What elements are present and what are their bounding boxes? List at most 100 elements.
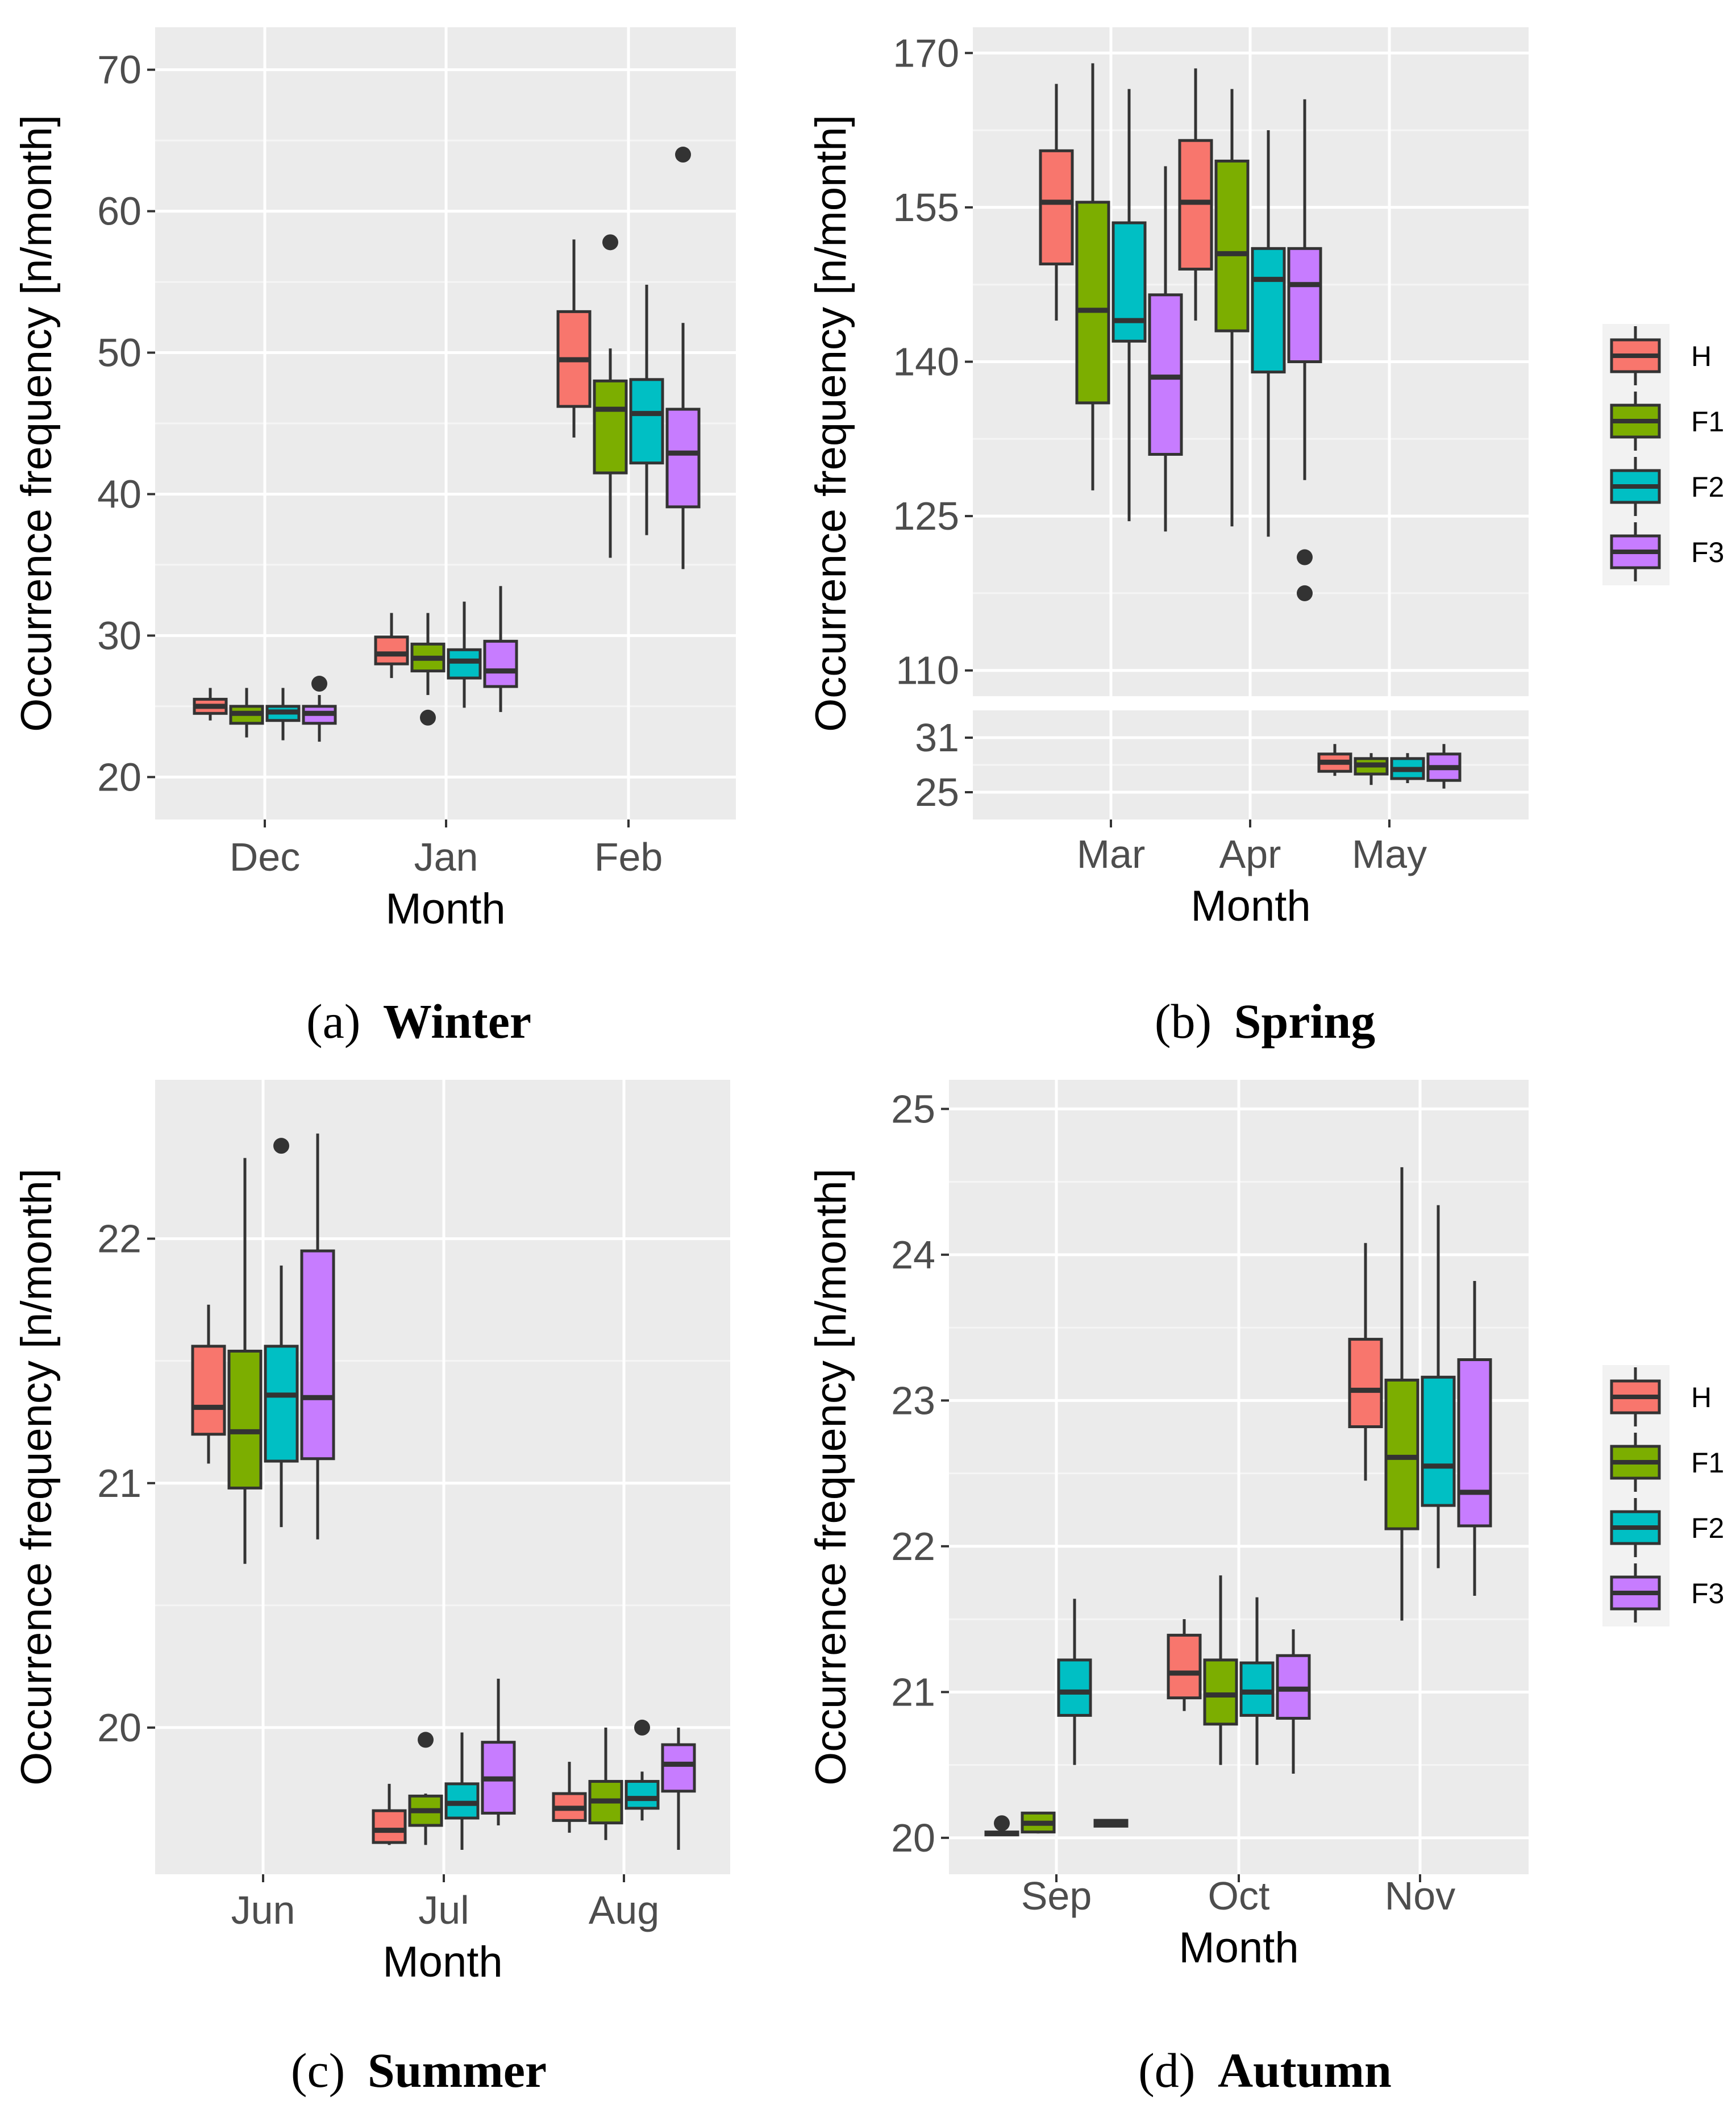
y-tick-label-upper-170: 170: [893, 31, 959, 75]
y-axis-title: Occurrence frequency [n/month]: [13, 115, 61, 732]
legend-label-f1: F1: [1691, 406, 1724, 438]
box-spring-mar-h: [1039, 149, 1074, 265]
box-autumn-oct-f2: [1239, 1661, 1275, 1717]
x-tick-label-jan: Jan: [414, 835, 478, 879]
caption-autumn-title: Autumn: [1218, 2043, 1392, 2098]
outlier-summer-jun-f2-0: [273, 1138, 289, 1154]
y-tick-label-upper-140: 140: [893, 340, 959, 384]
caption-autumn: (d) Autumn: [1138, 2043, 1392, 2098]
box-winter-feb-f3: [665, 407, 701, 509]
y-tick-label-20: 20: [891, 1816, 935, 1860]
legend-spring: H F1 F2 F3: [1602, 324, 1724, 585]
x-tick-label-aug: Aug: [589, 1888, 660, 1932]
box-autumn-sep-f2: [1057, 1658, 1092, 1717]
box-spring-mar-f1: [1075, 201, 1110, 405]
x-tick-label-mar: Mar: [1077, 832, 1146, 876]
legend-label-f3: F3: [1691, 536, 1724, 568]
y-tick-label-upper-110: 110: [896, 648, 959, 693]
box-spring-apr-h: [1178, 139, 1213, 271]
y-tick-label-21: 21: [891, 1670, 935, 1714]
y-tick-label-21: 21: [97, 1461, 141, 1505]
x-tick-label-sep: Sep: [1021, 1874, 1092, 1918]
legend-label-f1: F1: [1691, 1447, 1724, 1479]
box-winter-feb-f1: [593, 379, 628, 475]
y-tick-label-40: 40: [97, 472, 141, 516]
y-axis-title: Occurrence frequency [n/month]: [13, 1168, 61, 1786]
caption-winter-letter: (a): [306, 994, 360, 1049]
y-tick-label-25: 25: [891, 1087, 935, 1131]
caption-spring: (b) Spring: [1155, 994, 1375, 1049]
legend-label-f2: F2: [1691, 471, 1724, 503]
box-spring-apr-f2: [1251, 247, 1286, 374]
box-spring-apr-f3: [1287, 247, 1322, 364]
x-tick-label-apr: Apr: [1219, 832, 1281, 876]
box-spring-mar-f3: [1148, 293, 1183, 456]
y-tick-label-22: 22: [891, 1524, 935, 1569]
box-autumn-nov-h: [1348, 1338, 1383, 1429]
caption-summer: (c) Summer: [291, 2043, 547, 2098]
panel-winter: 20 30 40 50 60 70 Dec Jan Feb Month Occurrence fre…: [13, 27, 736, 933]
y-axis-title: Occurrence frequency [n/month]: [807, 1168, 855, 1786]
y-tick-label-24: 24: [891, 1233, 935, 1277]
caption-summer-letter: (c): [291, 2043, 345, 2098]
box-summer-jun-f1: [227, 1349, 263, 1490]
box-summer-aug-f3: [661, 1743, 696, 1793]
caption-spring-letter: (b): [1155, 994, 1212, 1049]
y-tick-label-23: 23: [891, 1378, 935, 1422]
y-tick-label-30: 30: [97, 613, 141, 658]
box-winter-jan-h: [374, 635, 409, 665]
box-summer-jul-h: [372, 1809, 407, 1844]
x-tick-label-nov: Nov: [1385, 1874, 1455, 1918]
box-summer-jun-f3: [300, 1249, 335, 1461]
y-tick-label-22: 22: [97, 1217, 141, 1261]
box-summer-aug-f2: [625, 1780, 660, 1810]
y-tick-label-70: 70: [97, 48, 141, 92]
outlier-summer-aug-f2-0: [634, 1719, 650, 1736]
outlier-summer-jul-f1-0: [418, 1732, 434, 1748]
legend-autumn: H F1 F2 F3: [1602, 1365, 1724, 1626]
legend-label-f3: F3: [1691, 1578, 1724, 1609]
outlier-spring-apr-f3-0: [1297, 549, 1313, 565]
caption-winter: (a) Winter: [306, 994, 531, 1049]
legend-label-h: H: [1691, 1382, 1712, 1413]
caption-autumn-letter: (d): [1138, 2043, 1195, 2098]
x-tick-label-may: May: [1352, 832, 1427, 876]
box-spring-apr-f1: [1214, 159, 1250, 332]
box-winter-feb-f2: [629, 378, 664, 465]
legend-label-f2: F2: [1691, 1512, 1724, 1544]
panel-summer: 20 21 22 Jun Jul Aug Month Occurrence frequency…: [13, 1080, 730, 1986]
x-tick-label-jul: Jul: [418, 1888, 469, 1932]
caption-summer-title: Summer: [368, 2043, 547, 2098]
x-axis-title: Month: [1190, 882, 1310, 930]
legend-label-h: H: [1691, 340, 1712, 372]
y-tick-label-lower-31: 31: [915, 715, 959, 760]
y-tick-label-upper-155: 155: [893, 185, 959, 230]
panel-autumn: 20 21 22 23 24 25 Sep Oct Nov Month Occurrence fre…: [807, 1080, 1529, 1972]
outlier-winter-jan-f1-0: [420, 709, 436, 726]
outlier-autumn-sep-h-0: [994, 1815, 1010, 1832]
y-tick-label-20: 20: [97, 755, 141, 799]
caption-winter-title: Winter: [383, 994, 531, 1049]
box-spring-mar-f2: [1111, 221, 1147, 343]
box-autumn-nov-f3: [1457, 1358, 1492, 1528]
x-axis-title: Month: [382, 1938, 502, 1986]
x-axis-title: Month: [1179, 1924, 1298, 1972]
box-autumn-nov-f1: [1384, 1378, 1419, 1530]
y-tick-label-50: 50: [97, 331, 141, 375]
y-tick-label-20: 20: [97, 1705, 141, 1750]
y-tick-label-60: 60: [97, 189, 141, 234]
box-summer-jun-f2: [264, 1345, 299, 1463]
x-tick-label-oct: Oct: [1208, 1874, 1270, 1918]
y-axis-title: Occurrence frequency [n/month]: [807, 115, 855, 732]
box-summer-jun-h: [191, 1345, 226, 1436]
outlier-winter-feb-f3-0: [675, 147, 691, 163]
x-tick-label-feb: Feb: [594, 835, 663, 879]
box-autumn-oct-h: [1167, 1633, 1202, 1700]
box-winter-jan-f2: [447, 648, 482, 680]
outlier-spring-apr-f3-1: [1297, 585, 1313, 601]
x-tick-label-jun: Jun: [231, 1888, 295, 1932]
x-axis-title: Month: [385, 885, 505, 933]
outlier-winter-feb-f1-0: [602, 234, 618, 251]
y-tick-label-lower-25: 25: [915, 770, 959, 814]
